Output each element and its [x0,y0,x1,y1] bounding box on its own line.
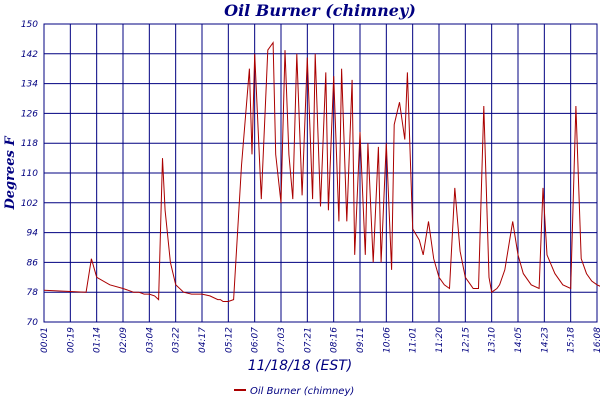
y-tick-label-8: 134 [21,80,38,90]
chart-title: Oil Burner (chimney) [224,1,416,20]
x-tick-label-6: 04:17 [198,327,208,353]
x-tick-label-15: 11:20 [435,327,445,353]
x-axis-label: 11/18/18 (EST) [248,358,353,374]
y-tick-label-7: 126 [21,109,38,119]
x-tick-label-12: 09:11 [356,327,366,353]
x-tick-label-19: 14:23 [540,327,550,353]
y-tick-label-1: 78 [27,288,39,298]
legend-label: Oil Burner (chimney) [250,386,354,397]
y-axis-label: Degrees F [3,136,18,211]
y-tick-label-5: 110 [21,169,38,179]
series-line-oil-burner [43,41,600,302]
y-tick-label-3: 94 [27,229,39,239]
x-axis-ticks: 00:01 00:19 01:14 02:09 03:04 03:22 04:17 05:12… [40,327,600,353]
x-tick-label-16: 12:15 [461,327,471,353]
y-tick-label-9: 142 [21,50,38,60]
y-tick-label-10: 150 [21,20,38,30]
x-tick-label-14: 11:01 [409,327,419,353]
y-tick-label-0: 70 [27,318,39,328]
x-tick-label-2: 01:14 [93,327,103,353]
x-tick-label-13: 10:06 [382,327,392,353]
plot-border [43,23,598,323]
x-tick-label-0: 00:01 [40,327,50,353]
y-tick-label-6: 118 [21,139,38,149]
x-tick-label-18: 14:05 [514,327,524,353]
x-tick-label-8: 06:07 [251,327,261,353]
x-tick-label-1: 00:19 [66,327,76,353]
x-tick-label-4: 03:04 [145,327,155,353]
y-tick-label-4: 102 [21,199,38,209]
x-tick-label-7: 05:12 [224,327,234,353]
x-tick-label-9: 07:03 [277,327,287,353]
x-tick-label-10: 07:21 [303,327,313,353]
x-tick-label-21: 16:08 [593,327,600,353]
x-tick-label-11: 08:16 [330,327,340,353]
x-tick-label-20: 15:18 [567,327,577,353]
y-axis-ticks: 70 78 86 94 102 110 118 126 134 142 150 [21,20,38,328]
legend: Oil Burner (chimney) [234,386,354,397]
x-tick-label-5: 03:22 [172,327,182,353]
y-tick-label-2: 86 [27,258,39,268]
x-tick-label-3: 02:09 [119,327,129,353]
x-tick-label-17: 13:10 [488,327,498,353]
